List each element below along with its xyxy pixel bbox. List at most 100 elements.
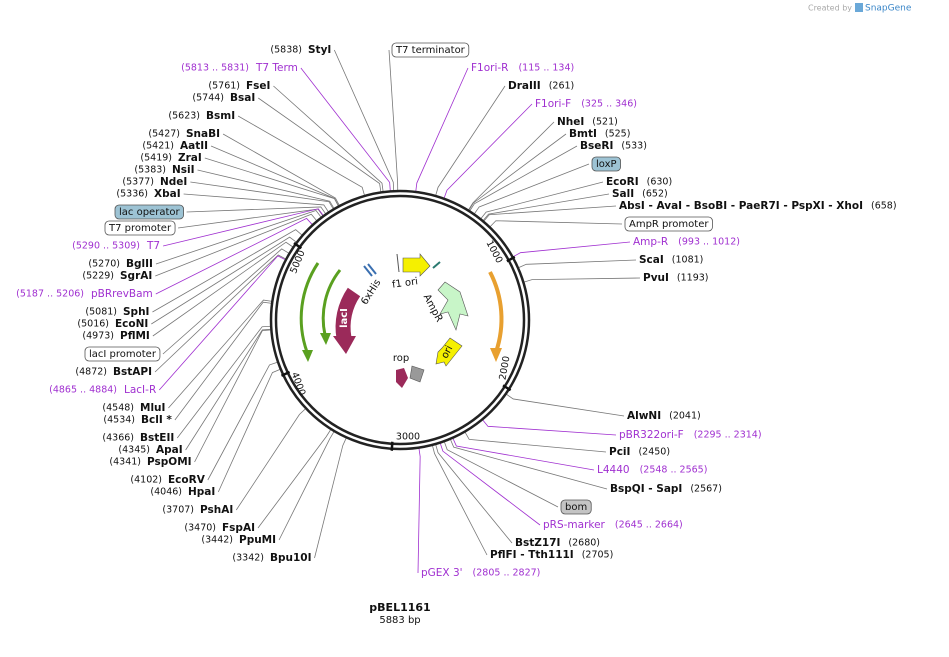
site-position: (5419) bbox=[140, 153, 172, 164]
feature-tick bbox=[396, 253, 400, 273]
leader-line bbox=[194, 329, 271, 463]
leader-line bbox=[190, 181, 334, 209]
site-position: (525) bbox=[605, 129, 631, 140]
site-name: MluI bbox=[140, 402, 165, 414]
site-position: (4973) bbox=[82, 331, 114, 342]
site-name: XbaI bbox=[154, 188, 181, 200]
feature-box bbox=[114, 204, 184, 220]
leader-line bbox=[222, 133, 340, 206]
site-position: (630) bbox=[647, 177, 673, 188]
leader-line bbox=[185, 328, 271, 451]
leader-line bbox=[155, 210, 322, 265]
bom-shape bbox=[409, 365, 425, 383]
site-name: BspQI - SapI bbox=[610, 483, 682, 495]
feature-label: f1 ori bbox=[391, 276, 418, 291]
primer-name: T7 Term bbox=[255, 62, 298, 74]
leader-line bbox=[152, 241, 293, 337]
site-name: BstZ17I bbox=[515, 537, 560, 549]
feature-name: T7 promoter bbox=[108, 223, 172, 234]
leader-line bbox=[204, 157, 339, 206]
leader-line bbox=[435, 85, 506, 196]
watermark-logo bbox=[855, 3, 863, 12]
site-name: Bpu10I bbox=[270, 552, 312, 564]
site-position: (5421) bbox=[142, 141, 174, 152]
scale-tick bbox=[390, 441, 394, 451]
feature-name: T7 terminator bbox=[395, 45, 466, 56]
leader-line bbox=[258, 97, 382, 192]
site-name: BstAPI bbox=[113, 366, 152, 378]
leader-line bbox=[490, 220, 623, 227]
leader-line bbox=[257, 429, 331, 529]
site-position: (5016) bbox=[77, 319, 109, 330]
leader-line bbox=[518, 259, 637, 268]
site-name: EcoNI bbox=[115, 318, 148, 330]
site-position: (4366) bbox=[102, 433, 134, 444]
feature-arrowhead bbox=[490, 348, 502, 362]
primer-name: pGEX 3' bbox=[421, 567, 463, 579]
leader-line bbox=[483, 205, 617, 222]
primer-range: (2295 .. 2314) bbox=[694, 430, 762, 441]
leader-line bbox=[482, 419, 617, 436]
leader-line bbox=[300, 67, 391, 191]
plasmid-name: pBEL1161 bbox=[369, 601, 430, 614]
leader-line bbox=[314, 438, 347, 559]
feature-name: loxP bbox=[596, 159, 617, 170]
feature-arc bbox=[488, 271, 504, 353]
site-position: (5383) bbox=[134, 165, 166, 176]
site-name: HpaI bbox=[188, 486, 215, 498]
site-position: (1081) bbox=[672, 255, 704, 266]
his-tag bbox=[367, 263, 377, 275]
leader-line bbox=[452, 438, 595, 471]
site-position: (4102) bbox=[130, 475, 162, 486]
leader-line bbox=[176, 325, 271, 439]
scale-tick bbox=[280, 370, 291, 377]
site-position: (4872) bbox=[75, 367, 107, 378]
leader-line bbox=[480, 181, 604, 219]
site-name: BglII bbox=[126, 258, 153, 270]
site-name: PshAI bbox=[200, 504, 233, 516]
primer-range: (2645 .. 2664) bbox=[615, 520, 683, 531]
site-name: AbsI - AvaI - BsoBI - PaeR7I - PspXI - X… bbox=[619, 200, 863, 212]
leader-line bbox=[273, 85, 384, 192]
leader-line bbox=[183, 193, 329, 212]
site-position: (5761) bbox=[208, 81, 240, 92]
site-name: EcoRI bbox=[606, 176, 639, 188]
leader-line bbox=[506, 394, 625, 417]
site-position: (4341) bbox=[109, 457, 141, 468]
site-position: (2041) bbox=[669, 411, 701, 422]
leader-line bbox=[474, 163, 590, 214]
feature-box bbox=[591, 156, 621, 172]
leader-line bbox=[443, 103, 533, 198]
site-name: BmtI bbox=[569, 128, 597, 140]
leader-line bbox=[450, 439, 608, 490]
site-name: PspOMI bbox=[147, 456, 192, 468]
leader-line bbox=[278, 431, 335, 541]
primer-range: (5813 .. 5831) bbox=[181, 63, 249, 74]
site-name: FseI bbox=[246, 80, 270, 92]
site-position: (5377) bbox=[122, 177, 154, 188]
site-name: BstEII bbox=[140, 432, 174, 444]
leader-line bbox=[464, 432, 607, 453]
ampr-arrow bbox=[437, 281, 469, 331]
leader-line bbox=[468, 133, 567, 211]
site-position: (4345) bbox=[118, 445, 150, 456]
feature-name: bom bbox=[565, 502, 587, 513]
site-name: BclI * bbox=[141, 414, 172, 426]
leader-line bbox=[417, 448, 421, 574]
leader-line bbox=[217, 369, 280, 493]
rop-arrow bbox=[396, 368, 408, 388]
leader-line bbox=[186, 206, 326, 214]
primer-range: (4865 .. 4884) bbox=[49, 385, 117, 396]
site-name: ScaI bbox=[639, 254, 664, 266]
leader-line bbox=[163, 208, 324, 247]
site-name: FspAI bbox=[222, 522, 255, 534]
site-position: (261) bbox=[549, 81, 575, 92]
site-position: (652) bbox=[642, 189, 668, 200]
leader-line bbox=[333, 49, 395, 191]
site-name: PvuI bbox=[643, 272, 669, 284]
feature-arc bbox=[321, 269, 342, 336]
leader-line bbox=[513, 241, 631, 257]
scale-label: 4000 bbox=[289, 371, 308, 397]
